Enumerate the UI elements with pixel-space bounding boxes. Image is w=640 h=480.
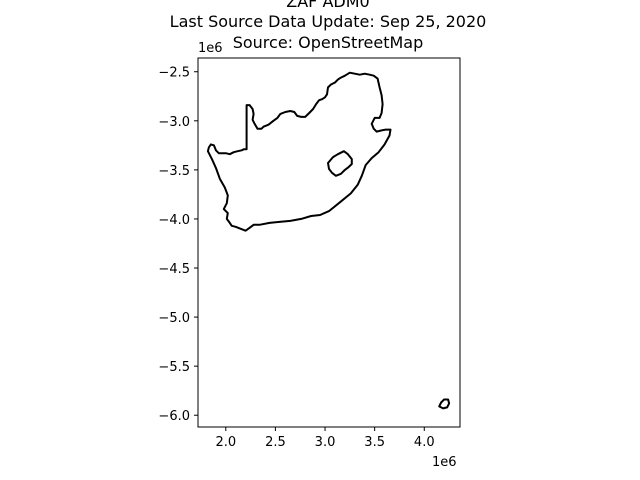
y-tick-label: −2.5 <box>158 66 190 81</box>
map-layer <box>206 71 451 410</box>
x-tick-label: 3.5 <box>364 435 385 450</box>
y-tick-label: −4.5 <box>158 262 190 277</box>
y-axis: −2.5 −3.0 −3.5 −4.0 −4.5 −5.0 −5.5 −6.0 <box>158 66 198 424</box>
x-tick-label: 3.0 <box>315 435 336 450</box>
map-title: ZAF ADM0 <box>286 0 370 11</box>
boundary-mainland <box>206 71 392 232</box>
x-axis: 2.0 2.5 3.0 3.5 4.0 <box>215 427 435 450</box>
y-tick-label: −3.0 <box>158 115 190 130</box>
axes-frame <box>197 57 461 428</box>
x-offset-label: 1e6 <box>432 455 457 470</box>
map-subtitle-update: Last Source Data Update: Sep 25, 2020 <box>169 12 487 31</box>
boundary-prince-edward-islands <box>438 398 451 410</box>
boundary-lesotho <box>327 150 353 177</box>
x-tick-label: 2.0 <box>215 435 236 450</box>
y-tick-label: −5.0 <box>158 311 190 326</box>
y-tick-label: −6.0 <box>158 409 190 424</box>
y-offset-label: 1e6 <box>198 41 223 56</box>
map-subtitle-source: Source: OpenStreetMap <box>232 33 424 52</box>
y-tick-label: −5.5 <box>158 360 190 375</box>
y-tick-label: −3.5 <box>158 164 190 179</box>
x-tick-label: 4.0 <box>414 435 435 450</box>
y-tick-label: −4.0 <box>158 213 190 228</box>
x-tick-label: 2.5 <box>265 435 286 450</box>
